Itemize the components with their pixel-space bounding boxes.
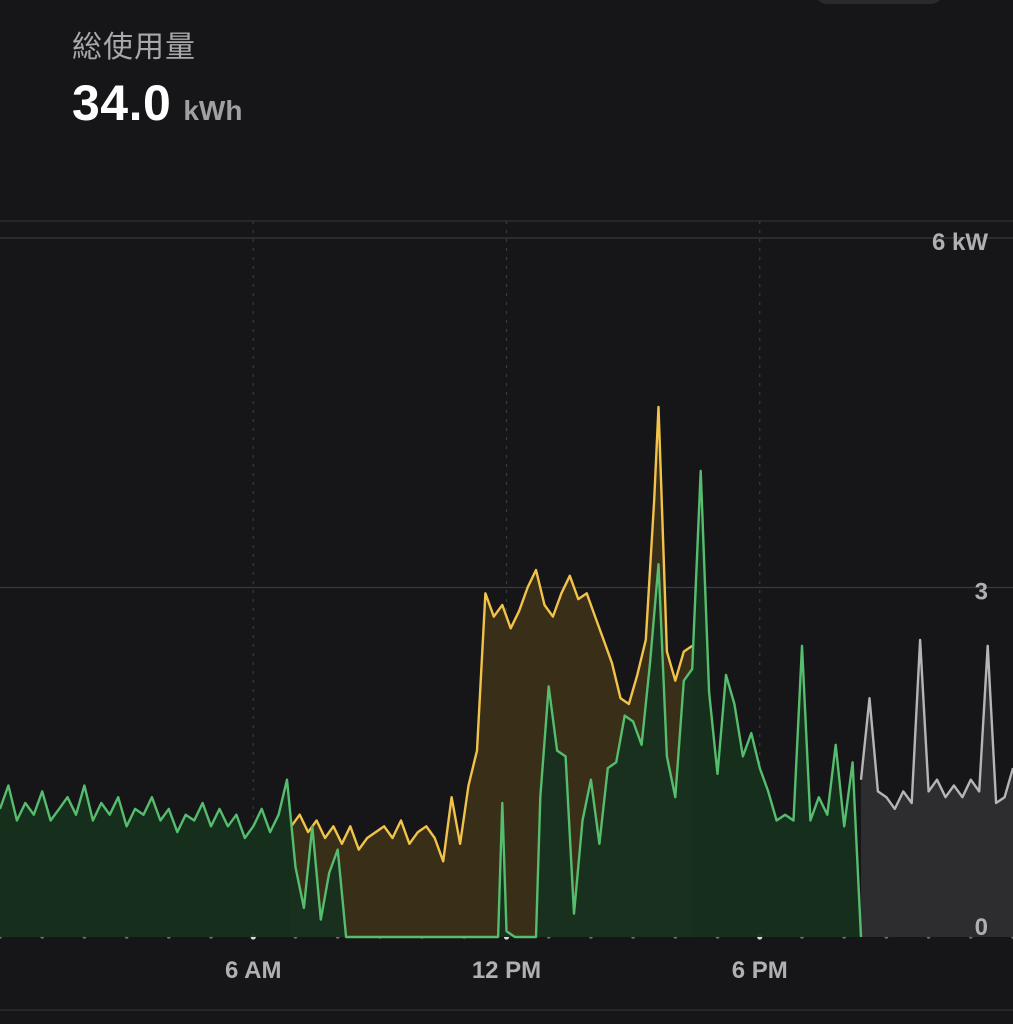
y-tick-label: 3 bbox=[975, 579, 988, 606]
y-tick-label: 6 kW bbox=[932, 229, 988, 256]
home-area bbox=[0, 471, 862, 937]
total-usage-label: 総使用量 bbox=[72, 30, 196, 65]
total-usage-value-row: 34.0 kWh bbox=[72, 74, 242, 132]
tick-layer: 6 AM 12 PM 6 PM 6 kW 3 0 bbox=[225, 229, 988, 984]
line-layer bbox=[0, 405, 1013, 939]
top-segment-pill[interactable] bbox=[815, 0, 943, 4]
home-line bbox=[0, 469, 863, 939]
y-tick-label: 0 bbox=[975, 914, 988, 941]
total-usage-unit: kWh bbox=[183, 95, 243, 126]
forecast-line bbox=[859, 638, 1013, 811]
total-usage-value: 34.0 bbox=[72, 75, 172, 131]
x-tick-label: 12 PM bbox=[472, 957, 541, 984]
solar-line bbox=[290, 405, 693, 863]
total-usage-header: 総使用量 34.0 kWh bbox=[72, 28, 242, 132]
area-layer bbox=[0, 406, 1013, 937]
x-tick-label: 6 PM bbox=[732, 957, 788, 984]
x-tick-label: 6 AM bbox=[225, 957, 281, 984]
forecast-area bbox=[861, 639, 1013, 937]
